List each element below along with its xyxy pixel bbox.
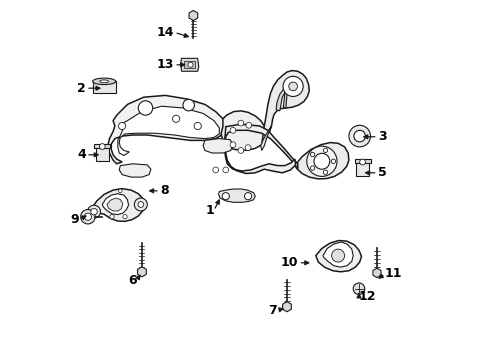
Polygon shape — [218, 189, 255, 202]
Circle shape — [138, 202, 143, 207]
Polygon shape — [118, 106, 219, 156]
Circle shape — [81, 210, 95, 224]
Text: 2: 2 — [77, 82, 86, 95]
Text: 6: 6 — [128, 274, 136, 287]
Ellipse shape — [100, 80, 108, 83]
Circle shape — [230, 142, 235, 148]
Polygon shape — [224, 145, 295, 174]
Polygon shape — [283, 84, 289, 108]
Bar — [96, 147, 108, 161]
Circle shape — [87, 205, 101, 218]
Circle shape — [359, 159, 365, 165]
Circle shape — [323, 170, 327, 174]
Circle shape — [84, 213, 91, 220]
Polygon shape — [294, 143, 348, 179]
Text: 10: 10 — [281, 256, 298, 269]
Circle shape — [183, 99, 194, 111]
Circle shape — [330, 159, 335, 163]
Polygon shape — [260, 126, 271, 150]
Circle shape — [331, 249, 344, 262]
Polygon shape — [224, 124, 297, 169]
Polygon shape — [102, 194, 128, 215]
Circle shape — [238, 148, 244, 153]
Circle shape — [244, 145, 250, 150]
Polygon shape — [107, 95, 226, 164]
Text: 1: 1 — [205, 204, 213, 217]
Polygon shape — [282, 302, 291, 312]
Circle shape — [194, 122, 201, 130]
Circle shape — [122, 215, 127, 219]
Ellipse shape — [92, 78, 115, 85]
Circle shape — [134, 198, 147, 211]
Circle shape — [118, 189, 122, 193]
Polygon shape — [119, 164, 151, 177]
Circle shape — [352, 283, 364, 294]
Circle shape — [118, 122, 125, 130]
Text: 8: 8 — [160, 184, 168, 197]
Circle shape — [110, 215, 114, 219]
Circle shape — [238, 120, 244, 126]
Circle shape — [306, 146, 336, 176]
Text: 11: 11 — [384, 267, 402, 280]
Text: 12: 12 — [358, 291, 376, 303]
Circle shape — [245, 122, 251, 128]
Circle shape — [310, 152, 314, 157]
Circle shape — [138, 101, 152, 115]
Text: 3: 3 — [377, 130, 386, 143]
Polygon shape — [315, 240, 361, 272]
Text: 5: 5 — [377, 166, 386, 179]
Polygon shape — [276, 86, 285, 111]
Polygon shape — [91, 189, 144, 221]
Circle shape — [288, 82, 297, 91]
Circle shape — [313, 153, 329, 169]
Bar — [354, 159, 370, 163]
Circle shape — [244, 193, 251, 200]
Polygon shape — [137, 267, 146, 277]
Bar — [92, 81, 115, 93]
Circle shape — [283, 76, 303, 96]
Polygon shape — [189, 10, 197, 21]
Polygon shape — [322, 242, 352, 267]
Circle shape — [348, 125, 370, 147]
Polygon shape — [261, 71, 309, 145]
Circle shape — [99, 144, 105, 149]
Circle shape — [323, 148, 327, 153]
Circle shape — [310, 166, 314, 170]
Bar — [94, 144, 110, 148]
Text: 14: 14 — [157, 26, 174, 39]
Polygon shape — [107, 198, 122, 211]
Circle shape — [212, 167, 218, 173]
Circle shape — [230, 127, 235, 133]
Circle shape — [222, 193, 229, 200]
Circle shape — [172, 115, 179, 122]
Polygon shape — [181, 58, 199, 71]
Text: 7: 7 — [267, 304, 276, 317]
Polygon shape — [221, 111, 265, 150]
Text: 13: 13 — [157, 58, 174, 71]
Circle shape — [223, 167, 228, 173]
Circle shape — [353, 130, 365, 142]
Bar — [355, 161, 368, 176]
Text: 4: 4 — [77, 148, 86, 161]
Bar — [184, 61, 195, 68]
Polygon shape — [372, 268, 380, 278]
Circle shape — [91, 208, 97, 215]
Circle shape — [187, 62, 193, 67]
Text: 9: 9 — [70, 213, 79, 226]
Polygon shape — [203, 139, 232, 153]
